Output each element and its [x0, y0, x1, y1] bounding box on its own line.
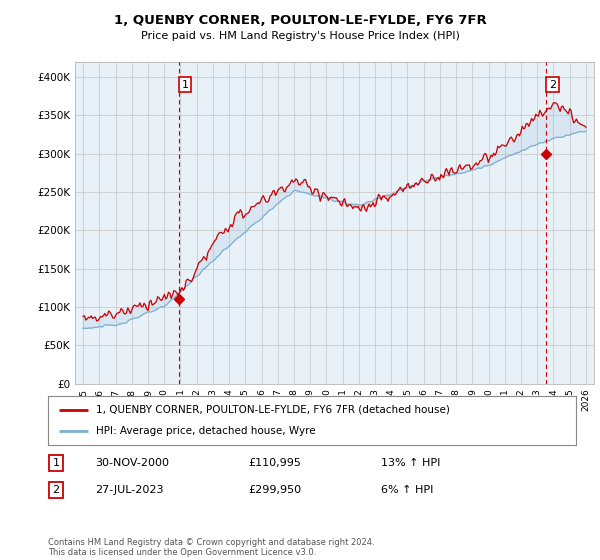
Text: 1, QUENBY CORNER, POULTON-LE-FYLDE, FY6 7FR (detached house): 1, QUENBY CORNER, POULTON-LE-FYLDE, FY6 …: [95, 405, 449, 415]
Text: 1, QUENBY CORNER, POULTON-LE-FYLDE, FY6 7FR: 1, QUENBY CORNER, POULTON-LE-FYLDE, FY6 …: [113, 14, 487, 27]
Text: 1: 1: [52, 458, 59, 468]
Text: 30-NOV-2000: 30-NOV-2000: [95, 458, 170, 468]
Text: £110,995: £110,995: [248, 458, 302, 468]
Text: 6% ↑ HPI: 6% ↑ HPI: [380, 486, 433, 496]
Text: Price paid vs. HM Land Registry's House Price Index (HPI): Price paid vs. HM Land Registry's House …: [140, 31, 460, 41]
Text: HPI: Average price, detached house, Wyre: HPI: Average price, detached house, Wyre: [95, 426, 315, 436]
Text: 13% ↑ HPI: 13% ↑ HPI: [380, 458, 440, 468]
Text: 1: 1: [182, 80, 188, 90]
Text: £299,950: £299,950: [248, 486, 302, 496]
Text: 2: 2: [52, 486, 59, 496]
Text: 27-JUL-2023: 27-JUL-2023: [95, 486, 164, 496]
Text: 2: 2: [549, 80, 556, 90]
Text: Contains HM Land Registry data © Crown copyright and database right 2024.
This d: Contains HM Land Registry data © Crown c…: [48, 538, 374, 557]
